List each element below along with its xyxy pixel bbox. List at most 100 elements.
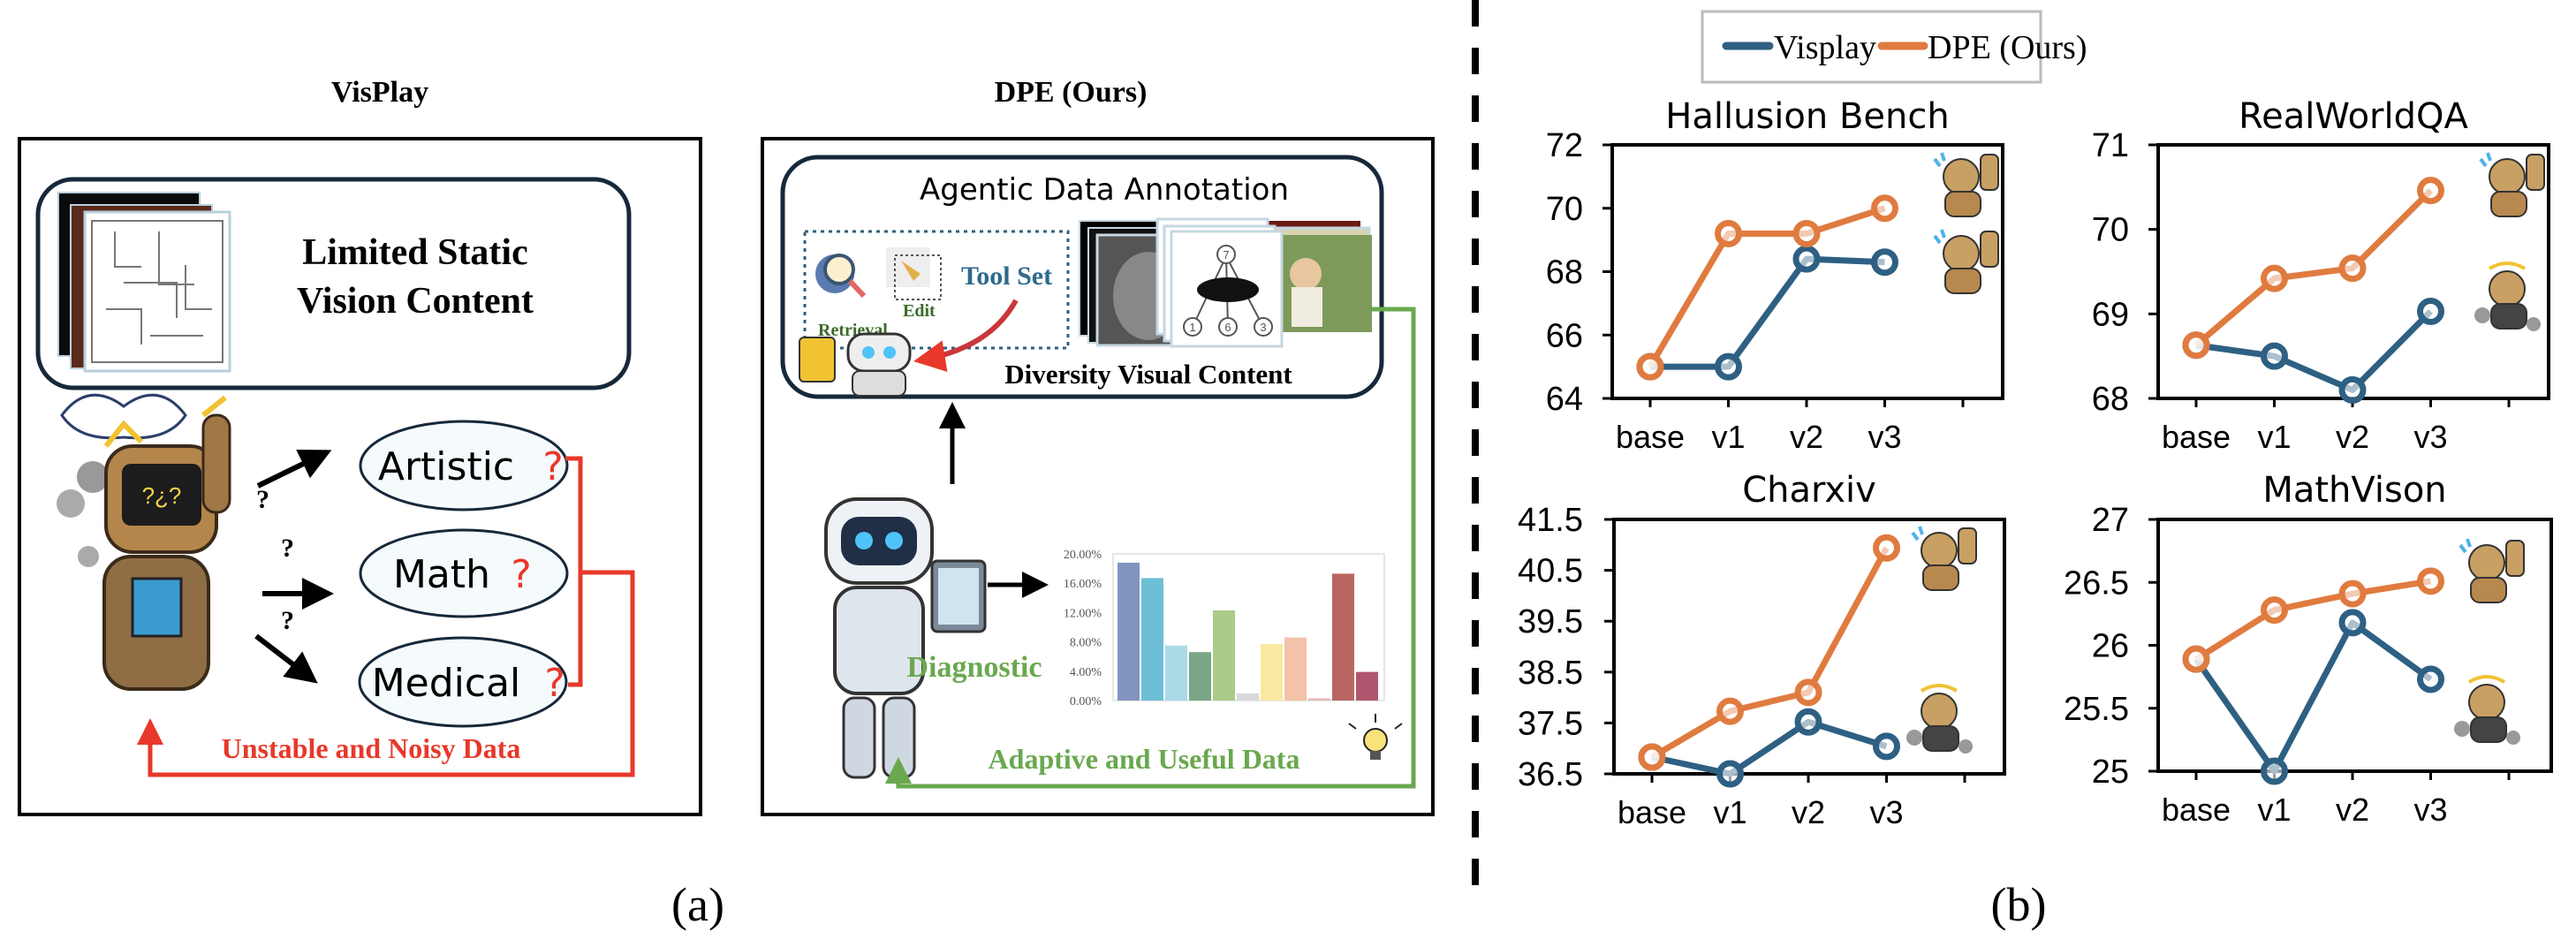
happy-robot-icon — [2479, 152, 2545, 217]
bar-y-tick-label: 8.00% — [1070, 637, 1102, 650]
y-tick-label: 39.5 — [1518, 603, 1583, 640]
smoke — [2506, 731, 2520, 745]
data-point — [1715, 352, 1742, 381]
y-tick-label: 68 — [1546, 254, 1583, 292]
x-tick-label: v1 — [1713, 794, 1746, 830]
dpe-panel: DPE (Ours) Agentic Data Annotation Retri… — [761, 76, 1435, 816]
robot-head — [1943, 158, 1980, 195]
happy-robot-icon — [1911, 526, 1977, 591]
dizzy-halo — [1920, 684, 1959, 693]
data-point — [1871, 194, 1898, 223]
data-point — [2338, 254, 2367, 283]
data-point — [2261, 342, 2288, 370]
y-tick-label: 68 — [2092, 381, 2129, 418]
image-stack-icon — [57, 192, 231, 373]
x-tick-label: v1 — [1711, 419, 1745, 455]
data-point — [2417, 177, 2444, 205]
series-line-dpe — [1647, 205, 1886, 368]
dizzy-robot-icon — [1906, 684, 1973, 754]
sparkle — [1933, 152, 1946, 168]
domain-medical: Medical ? — [358, 636, 568, 728]
data-point — [1792, 219, 1821, 247]
smoke — [2527, 317, 2541, 331]
chart-title: MathVison — [2262, 470, 2446, 511]
y-tick-label: 70 — [1546, 191, 1583, 228]
series-line-visplay — [1651, 718, 1888, 777]
bar-y-tick-label: 20.00% — [1064, 549, 1102, 562]
arrow-to-medical — [254, 633, 318, 684]
x-tick-label: v2 — [2336, 419, 2369, 455]
chart-charxiv: Charxiv 36.5 37.5 38.5 39.5 40.5 41.5 base v1 v2 v… — [1518, 470, 2006, 830]
legend: Visplay DPE (Ours) — [1701, 10, 2087, 84]
smoke — [2474, 307, 2490, 323]
annotator-robot-icon — [799, 332, 912, 397]
arrow-question-mark: ? — [281, 606, 294, 635]
question-icon: ? — [511, 552, 531, 597]
robot-head — [1943, 235, 1980, 272]
x-tick-label: base — [1618, 794, 1686, 830]
data-point — [1636, 352, 1664, 381]
data-point — [1871, 248, 1898, 277]
domain-label: Artistic — [378, 444, 514, 489]
x-tick-label: base — [2162, 792, 2231, 828]
question-icon: ? — [542, 444, 563, 489]
series-line-visplay — [2195, 308, 2433, 393]
bar — [1118, 562, 1140, 701]
dizzy-halo — [2467, 675, 2506, 684]
panel-a-label: (a) — [671, 878, 724, 931]
x-tick-label: v2 — [1790, 419, 1823, 455]
happy-robot-icon — [1933, 152, 1999, 217]
data-point — [2182, 331, 2210, 360]
domain-artistic: Artistic ? — [359, 420, 569, 511]
bar — [1284, 637, 1307, 701]
y-tick-label: 25.5 — [2064, 691, 2129, 728]
series-line-dpe — [2194, 578, 2432, 663]
arrow-question-mark: ? — [256, 485, 269, 514]
graph-image-stack-icon: 7 1 6 3 — [1155, 217, 1284, 348]
bar — [1332, 573, 1354, 701]
data-point — [2182, 645, 2210, 673]
happy-robot-icon — [1933, 229, 1999, 294]
visplay-frame — [18, 137, 702, 816]
arrow-question-mark: ? — [281, 534, 294, 563]
robot-head — [1921, 693, 1958, 730]
bar — [1237, 693, 1259, 701]
noisy-data-label: Unstable and Noisy Data — [222, 732, 521, 764]
y-tick-label: 27 — [2092, 502, 2129, 539]
legend-label-visplay: Visplay — [1774, 29, 1876, 66]
y-tick-label: 25 — [2092, 754, 2129, 791]
lightbulb-icon — [1348, 714, 1403, 760]
arrow-to-artistic — [256, 449, 332, 489]
dizzy-robot-icon — [2454, 675, 2520, 745]
graph-node-label: 7 — [1223, 248, 1229, 261]
dpe-frame — [761, 137, 1435, 816]
series-line-visplay — [2193, 619, 2433, 775]
data-point — [2417, 567, 2444, 595]
dpe-title: DPE (Ours) — [995, 76, 1148, 109]
dizzy-halo — [2488, 261, 2527, 270]
y-tick-label: 38.5 — [1518, 655, 1583, 692]
domain-label: Math — [393, 552, 490, 597]
data-point — [1873, 534, 1900, 562]
graph-node-label: 1 — [1189, 321, 1195, 334]
bar — [1189, 652, 1211, 701]
robot-body — [2490, 303, 2527, 330]
sparkle — [2459, 538, 2472, 554]
data-point — [2417, 665, 2444, 693]
panel-b-label: (b) — [1991, 878, 2047, 931]
bar — [1213, 610, 1235, 701]
bar-y-tick-label: 4.00% — [1070, 666, 1102, 679]
diagnostic-robot-icon — [824, 497, 987, 779]
annotation-title: Agentic Data Annotation — [920, 172, 1289, 208]
visplay-title: VisPlay — [331, 76, 428, 109]
robot-body — [2470, 716, 2507, 743]
y-tick-label: 37.5 — [1518, 705, 1583, 742]
smoke — [1906, 730, 1922, 746]
sparkle — [1911, 526, 1924, 542]
bar — [1261, 644, 1283, 701]
dizzy-robot-icon — [2474, 261, 2541, 331]
series-line-dpe — [1650, 546, 1890, 761]
y-tick-label: 36.5 — [1518, 756, 1583, 793]
data-point — [1873, 732, 1900, 761]
limited-content-box — [35, 177, 632, 390]
